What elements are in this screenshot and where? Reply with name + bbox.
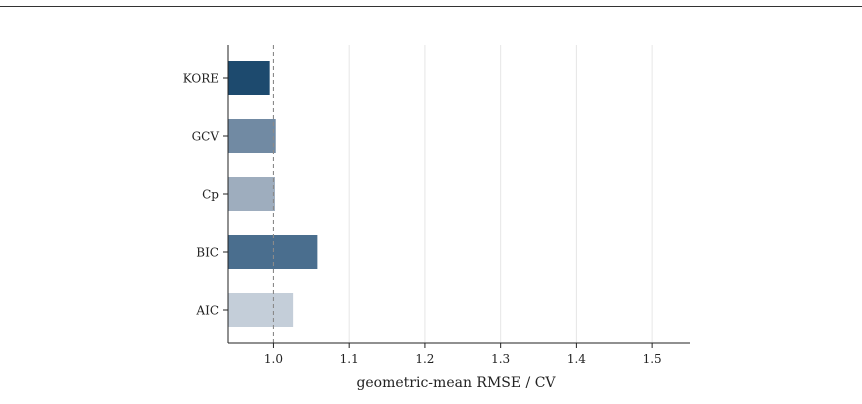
bar-cp [228, 177, 275, 211]
x-tick-label: 1.2 [415, 352, 434, 366]
y-tick-label-bic: BIC [196, 246, 219, 260]
x-tick-label: 1.3 [491, 352, 510, 366]
bar-aic [228, 293, 294, 327]
ticks: KORE GCV Cp BIC AIC 1.0 1.1 1.2 1.3 1.4 1.5 [183, 72, 662, 367]
grid-lines [348, 45, 653, 343]
y-tick-label-cp: Cp [202, 188, 219, 202]
x-tick-label: 1.4 [567, 352, 586, 366]
top-rule [0, 6, 862, 7]
y-tick-label-gcv: GCV [192, 130, 220, 144]
bars [228, 61, 318, 327]
bar-bic [228, 235, 318, 269]
bar-kore [228, 61, 270, 95]
bar-gcv [228, 119, 276, 153]
x-tick-label: 1.5 [643, 352, 662, 366]
x-tick-label: 1.0 [264, 352, 283, 366]
y-tick-label-aic: AIC [195, 304, 219, 318]
x-tick-label: 1.1 [340, 352, 359, 366]
x-axis-label: geometric-mean RMSE / CV [356, 375, 556, 391]
y-tick-label-kore: KORE [183, 72, 219, 86]
